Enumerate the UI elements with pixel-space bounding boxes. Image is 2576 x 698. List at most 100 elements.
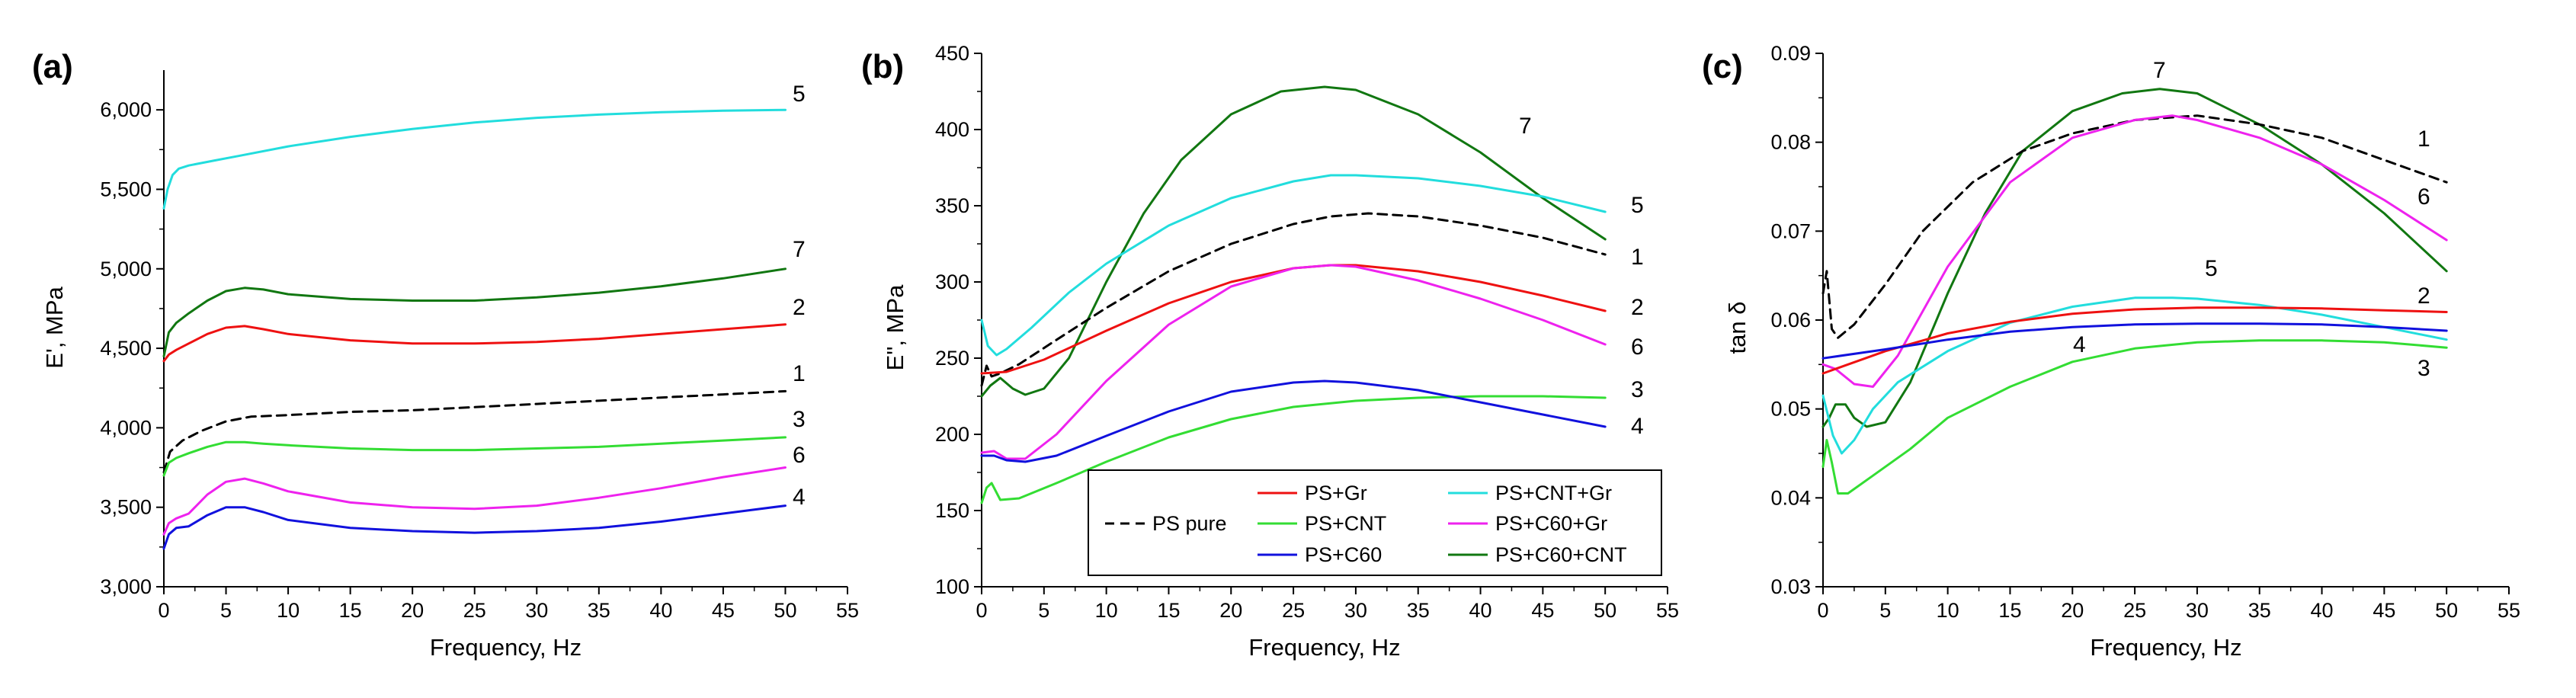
x-tick-label: 35	[588, 599, 610, 622]
x-tick-label: 45	[712, 599, 735, 622]
curve-label-1: 1	[1631, 245, 1644, 270]
y-tick-label: 0.07	[1770, 219, 1811, 242]
x-tick-label: 45	[1531, 599, 1554, 622]
x-tick-label: 40	[2311, 599, 2334, 622]
curve-label-1: 1	[793, 361, 806, 386]
series-line-1	[980, 212, 1607, 387]
y-tick-label: 0.03	[1770, 575, 1811, 598]
curve-label-4: 4	[2073, 332, 2086, 357]
y-tick-label: 450	[935, 42, 969, 65]
curve-label-5: 5	[2205, 256, 2218, 281]
y-tick-label: 200	[935, 423, 969, 446]
x-tick-label: 55	[1656, 599, 1679, 622]
x-tick-label: 50	[1594, 599, 1616, 622]
series-line-4	[1821, 322, 2448, 360]
series-line-1	[1821, 114, 2448, 339]
series-line-7	[1821, 88, 2448, 428]
series-line-2	[1821, 306, 2448, 375]
legend-label-5: PS+CNT+Gr	[1495, 482, 1612, 504]
y-tick-label: 4,000	[100, 416, 152, 439]
series-line-4	[980, 379, 1607, 463]
series-line-6	[1821, 114, 2448, 388]
series-line-2	[162, 323, 787, 363]
series-line-6	[162, 466, 787, 536]
y-tick-label: 5,500	[100, 178, 152, 200]
x-tick-label: 55	[2498, 599, 2520, 622]
series-line-5	[980, 174, 1607, 357]
x-tick-label: 0	[976, 599, 987, 622]
x-tick-label: 0	[158, 599, 169, 622]
curve-label-5: 5	[1631, 193, 1644, 218]
x-tick-label: 20	[2061, 599, 2084, 622]
x-tick-label: 15	[1157, 599, 1180, 622]
y-tick-label: 3,500	[100, 496, 152, 519]
x-tick-label: 5	[1879, 599, 1891, 622]
x-tick-label: 0	[1817, 599, 1828, 622]
x-tick-label: 25	[2123, 599, 2146, 622]
curve-label-7: 7	[793, 237, 806, 262]
curve-label-3: 3	[1631, 377, 1644, 402]
y-tick-label: 0.04	[1770, 486, 1811, 509]
x-tick-label: 45	[2373, 599, 2395, 622]
x-tick-label: 15	[1998, 599, 2021, 622]
panel-c: 0 5 10 15 20 25 30 35 40 45 50 550.030.040.050.060.…	[1702, 42, 2520, 661]
legend-label-1: PS pure	[1152, 512, 1227, 535]
curve-label-2: 2	[2417, 283, 2430, 309]
x-tick-label: 55	[836, 599, 859, 622]
y-tick-label: 150	[935, 499, 969, 522]
x-tick-label: 40	[649, 599, 672, 622]
y-tick-label: 0.06	[1770, 309, 1811, 331]
y-tick-label: 6,000	[100, 98, 152, 121]
curve-label-4: 4	[793, 485, 806, 510]
series-line-7	[162, 267, 787, 357]
y-tick-label: 0.08	[1770, 131, 1811, 154]
x-tick-label: 10	[1937, 599, 1959, 622]
curve-label-2: 2	[1631, 295, 1644, 320]
legend-label-7: PS+C60+CNT	[1495, 543, 1627, 566]
y-axis-title: tan δ	[1724, 302, 1751, 354]
panel-label: (a)	[32, 48, 73, 85]
x-tick-label: 50	[2435, 599, 2458, 622]
panel-label: (b)	[861, 48, 904, 85]
y-tick-label: 0.09	[1770, 42, 1811, 65]
x-tick-label: 5	[1038, 599, 1049, 622]
y-tick-label: 300	[935, 271, 969, 293]
legend: PS pure PS+Gr PS+CNT PS+C60 PS+CNT+Gr PS+C60+…	[1088, 469, 1662, 576]
series-line-3	[980, 395, 1607, 504]
curve-label-6: 6	[793, 443, 806, 468]
x-tick-label: 30	[1344, 599, 1367, 622]
series-line-5	[162, 108, 787, 210]
y-tick-label: 5,000	[100, 258, 152, 280]
x-tick-label: 25	[1282, 599, 1305, 622]
curve-label-1: 1	[2417, 126, 2430, 152]
curve-label-5: 5	[793, 82, 806, 107]
x-tick-label: 20	[1219, 599, 1242, 622]
x-axis-title: Frequency, Hz	[2090, 634, 2241, 661]
legend-label-3: PS+CNT	[1305, 512, 1386, 535]
series-line-3	[162, 436, 787, 477]
x-tick-label: 35	[1407, 599, 1430, 622]
curve-label-3: 3	[793, 407, 806, 432]
curve-label-7: 7	[2153, 58, 2166, 83]
x-axis-title: Frequency, Hz	[430, 634, 582, 661]
legend-box	[1088, 469, 1662, 576]
panel-b: 0 5 10 15 20 25 30 35 40 45 50 55100150200250300350…	[861, 42, 1679, 661]
x-tick-label: 10	[277, 599, 300, 622]
x-tick-label: 15	[339, 599, 362, 622]
y-tick-label: 0.05	[1770, 398, 1811, 421]
x-tick-label: 25	[463, 599, 486, 622]
x-axis-title: Frequency, Hz	[1248, 634, 1400, 661]
curve-label-6: 6	[1631, 335, 1644, 360]
curve-label-3: 3	[2417, 356, 2430, 381]
legend-label-6: PS+C60+Gr	[1495, 512, 1607, 535]
x-tick-label: 20	[401, 599, 424, 622]
panel-label: (c)	[1702, 48, 1743, 85]
y-axis-title: E', MPa	[41, 286, 68, 368]
y-tick-label: 3,000	[100, 575, 152, 598]
curve-label-4: 4	[1631, 414, 1644, 439]
legend-label-2: PS+Gr	[1305, 482, 1367, 504]
x-tick-label: 10	[1095, 599, 1118, 622]
series-line-1	[162, 389, 787, 474]
x-tick-label: 30	[2186, 599, 2209, 622]
